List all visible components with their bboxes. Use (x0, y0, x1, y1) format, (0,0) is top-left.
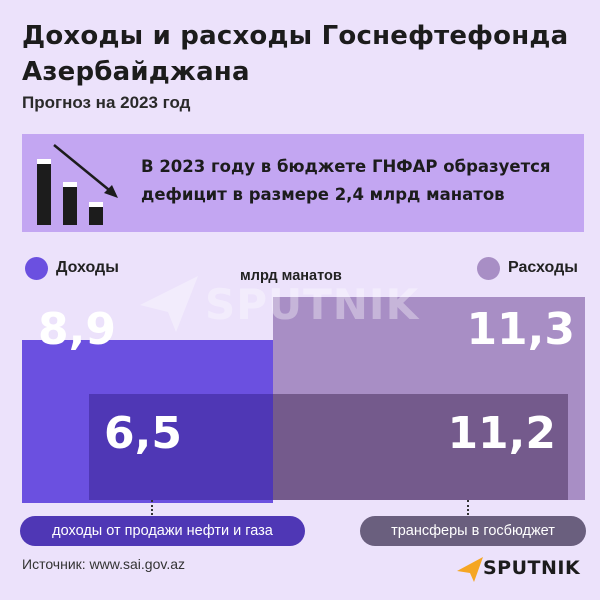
expense-legend-dot (477, 257, 500, 280)
page-title: Доходы и расходы Госнефтефонда Азербайдж… (22, 21, 569, 87)
income-oil-gas-bar (89, 394, 274, 500)
sputnik-logo: SPUTNIK (455, 554, 585, 584)
transfers-connector (467, 500, 469, 515)
expense-legend-label: Расходы (508, 259, 578, 276)
income-legend-label: Доходы (56, 259, 119, 276)
page-subtitle: Прогноз на 2023 год (22, 93, 191, 112)
source-text: Источник: www.sai.gov.az (22, 556, 185, 572)
income-total-value: 8,9 (38, 304, 116, 355)
expense-transfers-bar (273, 394, 568, 500)
logo-text: SPUTNIK (483, 557, 581, 579)
unit-label: млрд манатов (240, 268, 342, 284)
declining-bars-arrow-icon (37, 144, 118, 225)
oil-gas-connector (151, 500, 153, 515)
expense-transfers-value: 11,2 (447, 408, 556, 459)
deficit-banner: В 2023 году в бюджете ГНФАР образуется д… (22, 134, 584, 232)
income-oil-gas-value: 6,5 (104, 408, 182, 459)
expense-total-value: 11,3 (466, 304, 575, 355)
deficit-banner-text: В 2023 году в бюджете ГНФАР образуется д… (141, 157, 551, 204)
sputnik-star-icon (457, 557, 483, 582)
transfers-annotation: трансферы в госбюджет (360, 516, 586, 546)
oil-gas-annotation: доходы от продажи нефти и газа (20, 516, 305, 546)
income-legend-dot (25, 257, 48, 280)
